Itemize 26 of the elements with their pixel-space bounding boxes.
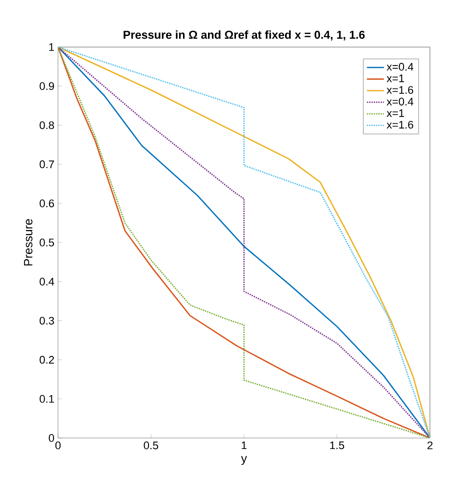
legend-label: x=1.6 [386, 86, 414, 94]
x-tick-label: 1.5 [330, 442, 344, 450]
y-tick-label: 0.6 [40, 200, 54, 208]
y-tick-label: 0.4 [40, 278, 54, 286]
x-tick-label: 0.5 [144, 442, 158, 450]
legend-label: x=1 [386, 74, 404, 82]
x-tick-label: 0 [55, 442, 61, 450]
y-tick-label: 0 [48, 434, 54, 442]
y-tick-label: 0.9 [40, 82, 54, 90]
x-axis-title: y [241, 456, 247, 465]
x-tick-label: 1 [242, 442, 247, 450]
y-tick-label: 1 [49, 43, 54, 51]
legend-label: x=0.4 [386, 98, 414, 106]
y-axis-title: Pressure [24, 219, 32, 266]
legend-label: x=1 [386, 109, 404, 117]
x-tick-label: 2 [428, 442, 433, 450]
y-tick-label: 0.1 [40, 395, 54, 403]
y-tick-label: 0.2 [40, 356, 54, 364]
y-tick-label: 0.3 [40, 316, 54, 325]
legend-label: x=1.6 [386, 120, 414, 129]
line-series [58, 46, 430, 438]
chart-title: Pressure in Ω and Ωref at fixed x = 0.4, 1, 1.6 [124, 30, 365, 40]
legend-label: x=0.4 [386, 62, 414, 71]
y-tick-label: 0.8 [40, 121, 54, 130]
y-tick-label: 0.5 [40, 238, 54, 246]
y-tick-label: 0.7 [40, 160, 54, 168]
